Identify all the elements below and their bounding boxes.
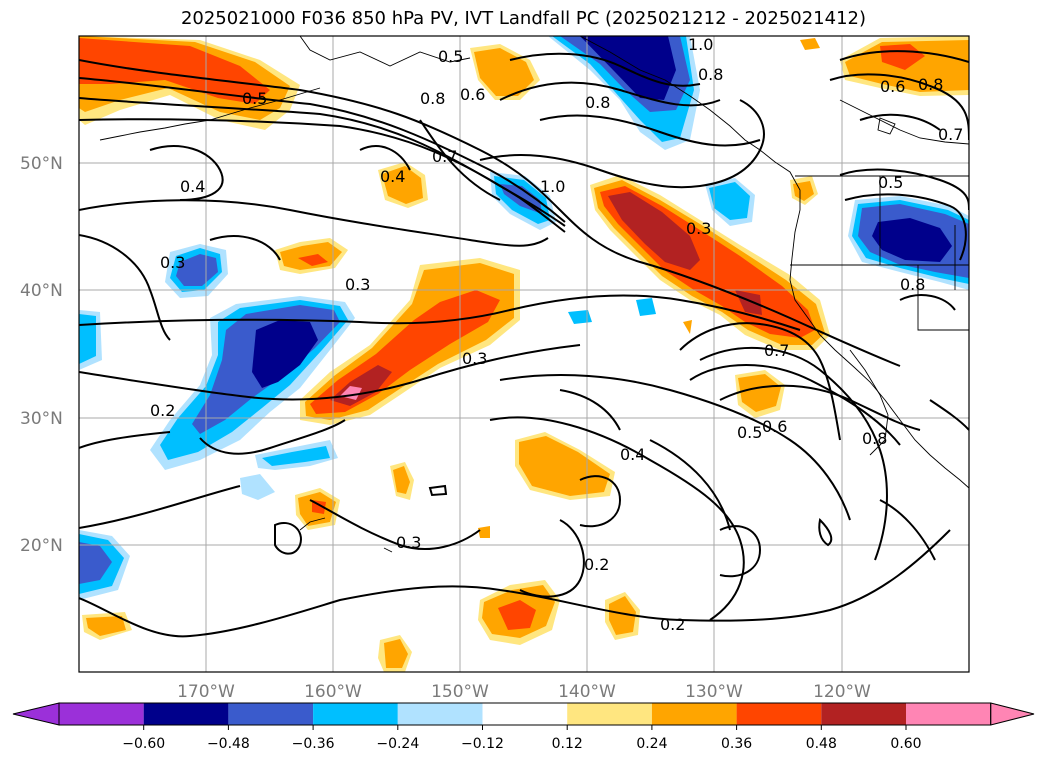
colorbar-tick-label: −0.24: [376, 736, 419, 752]
contour-label: 0.4: [620, 445, 645, 464]
contour-label: 0.2: [150, 401, 175, 420]
colorbar-tick-label: 0.60: [890, 736, 921, 752]
contour-label: 0.5: [878, 173, 903, 192]
ivt-contours: [79, 50, 969, 638]
lat-label: 50°N: [20, 154, 63, 174]
contour-labels: 0.5 0.5 0.6 0.8 0.7 1.0 1.0 0.8 0.8 0.4 …: [150, 35, 963, 634]
contour-label: 0.6: [460, 85, 485, 104]
colorbar: −0.60 −0.48 −0.36 −0.24 −0.12 0.12 0.24 …: [12, 702, 1035, 752]
contour-label: 0.8: [862, 429, 887, 448]
colorbar-tick-label: −0.36: [292, 736, 335, 752]
lon-label: 130°W: [685, 682, 743, 702]
contour-label: 0.8: [585, 93, 610, 112]
contour-label: 0.7: [432, 147, 457, 166]
colorbar-segment: [228, 703, 314, 725]
contour-label: 0.8: [900, 275, 925, 294]
contour-label: 0.8: [918, 75, 943, 94]
lon-label: 150°W: [431, 682, 489, 702]
colorbar-segment: [651, 703, 737, 725]
contour-label: 0.3: [345, 275, 370, 294]
colorbar-tick-label: 0.48: [806, 736, 837, 752]
lon-label: 170°W: [177, 682, 235, 702]
longitude-labels: 170°W 160°W 150°W 140°W 130°W 120°W: [177, 682, 871, 702]
contour-label: 0.6: [762, 417, 787, 436]
lat-label: 20°N: [20, 536, 63, 556]
contour-label: 0.8: [698, 65, 723, 84]
contour-label: 0.7: [764, 341, 789, 360]
lon-label: 160°W: [304, 682, 362, 702]
colorbar-tick-label: −0.12: [461, 736, 504, 752]
contour-label: 0.2: [660, 615, 685, 634]
colorbar-tick-label: 0.36: [721, 736, 752, 752]
contour-label: 0.3: [686, 219, 711, 238]
colorbar-tick-label: −0.60: [122, 736, 165, 752]
contour-label: 0.2: [584, 555, 609, 574]
contour-label: 0.5: [438, 47, 463, 66]
colorbar-segment: [906, 703, 991, 725]
contour-label: 0.4: [180, 177, 205, 196]
colorbar-segment: [821, 703, 906, 725]
lon-label: 140°W: [558, 682, 616, 702]
colorbar-tick-label: −0.48: [207, 736, 250, 752]
map-area: 0.5 0.5 0.6 0.8 0.7 1.0 1.0 0.8 0.8 0.4 …: [79, 35, 969, 672]
lon-label: 120°W: [813, 682, 871, 702]
contour-label: 0.5: [737, 423, 762, 442]
colorbar-extend-min: [12, 702, 60, 726]
contour-label: 0.4: [380, 167, 405, 186]
contour-label: 0.8: [420, 89, 445, 108]
latitude-labels: 50°N 40°N 30°N 20°N: [20, 154, 63, 556]
colorbar-segment: [313, 703, 398, 725]
contour-label: 1.0: [688, 35, 713, 54]
colorbar-segment: [59, 703, 144, 725]
colorbar-tick-label: 0.24: [636, 736, 667, 752]
contour-label: 0.6: [880, 77, 905, 96]
contour-label: 0.3: [160, 253, 185, 272]
map-title: 2025021000 F036 850 hPa PV, IVT Landfall…: [180, 8, 867, 29]
colorbar-tick-label: 0.12: [552, 736, 583, 752]
colorbar-segment: [482, 703, 568, 725]
colorbar-segment: [397, 703, 483, 725]
colorbar-segment: [143, 703, 229, 725]
positive-pv-shading: [79, 36, 969, 672]
contour-label: 0.3: [396, 533, 421, 552]
colorbar-segment: [567, 703, 652, 725]
lat-label: 40°N: [20, 281, 63, 301]
contour-label: 0.7: [938, 125, 963, 144]
lat-label: 30°N: [20, 409, 63, 429]
contour-label: 0.3: [462, 349, 487, 368]
colorbar-extend-max: [990, 702, 1035, 726]
contour-label: 0.5: [242, 89, 267, 108]
map-frame: [78, 35, 970, 673]
negative-pv-shading: [79, 36, 969, 600]
contour-label: 1.0: [540, 177, 565, 196]
colorbar-segment: [736, 703, 822, 725]
